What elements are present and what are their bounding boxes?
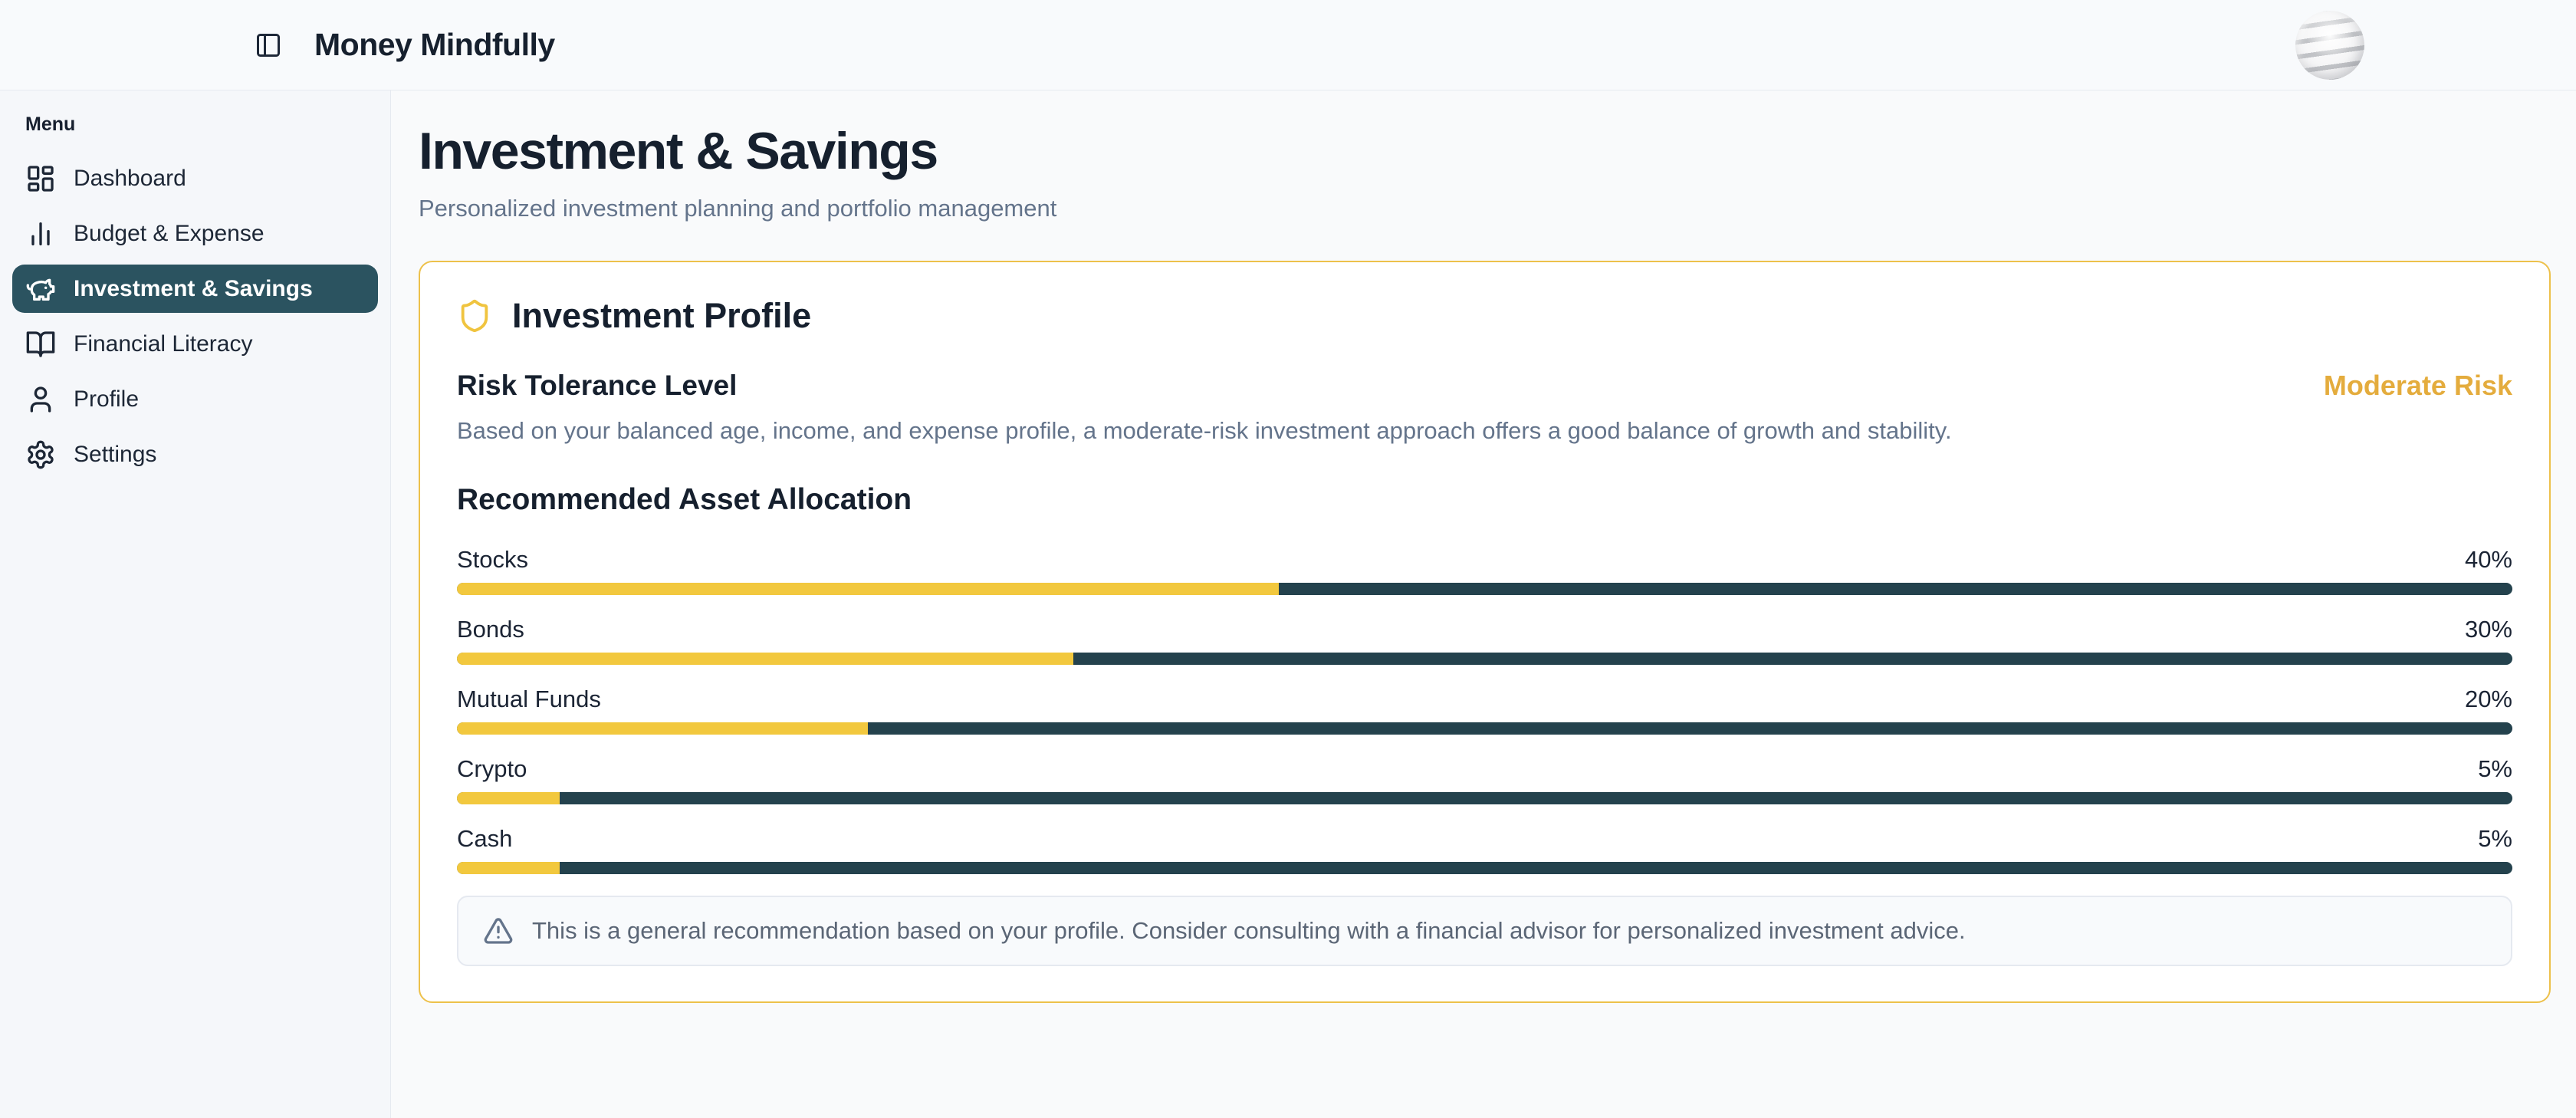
piggy-bank-icon: [26, 278, 55, 301]
sidebar: Menu Dashboard Budget & Expense Investme…: [0, 90, 391, 1118]
sidebar-item-dashboard[interactable]: Dashboard: [12, 154, 378, 202]
advisor-note: This is a general recommendation based o…: [457, 896, 2512, 966]
sidebar-menu-label: Menu: [25, 113, 76, 135]
risk-description: Based on your balanced age, income, and …: [457, 417, 1952, 444]
allocation-bar-track: [457, 653, 2512, 665]
allocation-bar-fill: [457, 862, 560, 874]
allocation-row-bonds: Bonds 30%: [457, 616, 2512, 665]
allocation-percent: 40%: [2464, 546, 2512, 573]
sidebar-item-financial-literacy[interactable]: Financial Literacy: [12, 320, 378, 368]
gear-icon: [28, 440, 54, 469]
allocation-bar-fill: [457, 792, 560, 804]
main-content: Investment & Savings Personalized invest…: [391, 90, 2576, 1118]
allocation-percent: 5%: [2478, 825, 2512, 852]
app-logo: [2295, 11, 2364, 80]
sidebar-item-settings[interactable]: Settings: [12, 430, 378, 478]
user-icon: [30, 386, 51, 413]
card-title: Investment Profile: [512, 296, 812, 335]
sidebar-item-label: Investment & Savings: [74, 275, 313, 301]
book-open-icon: [26, 330, 55, 357]
layout-dashboard-icon: [28, 165, 54, 192]
allocation-row-stocks: Stocks 40%: [457, 546, 2512, 595]
sidebar-item-investment-savings[interactable]: Investment & Savings: [12, 265, 378, 313]
sidebar-item-label: Budget & Expense: [74, 220, 264, 246]
allocation-row-crypto: Crypto 5%: [457, 755, 2512, 804]
sidebar-item-label: Settings: [74, 441, 157, 467]
allocation-percent: 5%: [2478, 755, 2512, 782]
allocation-bar-fill: [457, 583, 1280, 595]
page-subtitle: Personalized investment planning and por…: [419, 195, 1057, 222]
allocation-label: Stocks: [457, 546, 529, 573]
sidebar-toggle-button[interactable]: [247, 24, 290, 67]
allocation-bar-track: [457, 862, 2512, 874]
sidebar-item-label: Dashboard: [74, 165, 186, 191]
allocation-bar-track: [457, 583, 2512, 595]
allocation-percent: 30%: [2464, 616, 2512, 643]
page-title: Investment & Savings: [419, 122, 938, 180]
risk-level-badge: Moderate Risk: [2323, 370, 2512, 401]
allocation-label: Cash: [457, 825, 513, 852]
advisor-note-text: This is a general recommendation based o…: [532, 917, 1966, 944]
allocation-percent: 20%: [2464, 686, 2512, 712]
allocation-row-mutual-funds: Mutual Funds 20%: [457, 686, 2512, 735]
app-title: Money Mindfully: [314, 27, 555, 62]
sidebar-item-budget-expense[interactable]: Budget & Expense: [12, 209, 378, 258]
allocation-bar-track: [457, 722, 2512, 735]
allocation-heading: Recommended Asset Allocation: [457, 483, 912, 516]
top-bar: Money Mindfully: [0, 0, 2576, 90]
risk-tolerance-heading: Risk Tolerance Level: [457, 370, 738, 401]
allocation-bar-fill: [457, 653, 1074, 665]
allocation-bar-fill: [457, 722, 869, 735]
bar-chart-icon: [31, 222, 50, 245]
sidebar-item-label: Financial Literacy: [74, 330, 253, 357]
allocation-label: Crypto: [457, 755, 527, 782]
allocation-row-cash: Cash 5%: [457, 825, 2512, 874]
panel-left-icon: [257, 33, 280, 57]
allocation-label: Mutual Funds: [457, 686, 601, 712]
shield-icon: [461, 299, 488, 333]
investment-profile-card: Investment Profile Risk Tolerance Level …: [419, 261, 2551, 1003]
allocation-bar-track: [457, 792, 2512, 804]
allocation-label: Bonds: [457, 616, 524, 643]
sidebar-item-label: Profile: [74, 386, 140, 412]
sidebar-item-profile[interactable]: Profile: [12, 375, 378, 423]
warning-triangle-icon: [484, 918, 513, 944]
